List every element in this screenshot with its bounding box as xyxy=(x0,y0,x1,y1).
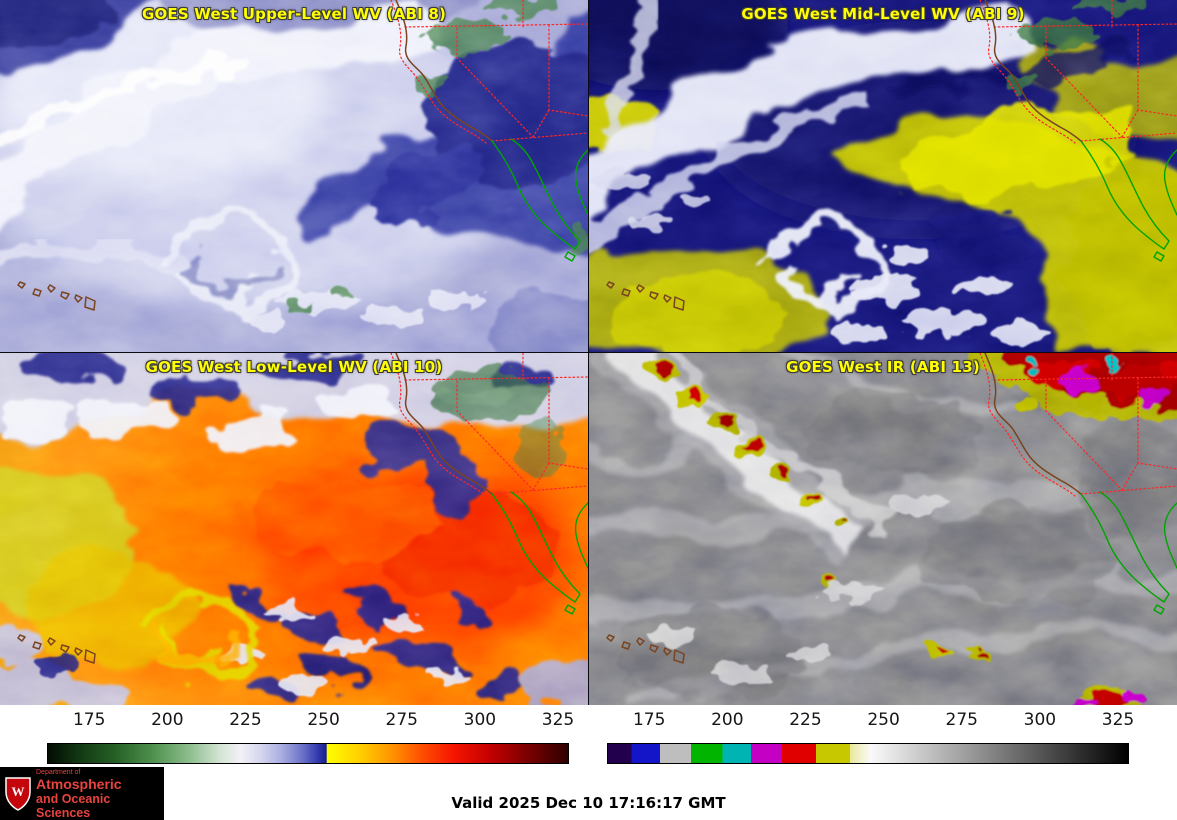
ir-colorbar-gradient xyxy=(608,744,1128,763)
ir-colorbar-ticks: 175 200 225 250 275 300 325 xyxy=(607,710,1134,734)
colorbar-tick-label: 300 xyxy=(463,710,497,730)
ir-colorbar: 175 200 225 250 275 300 325 xyxy=(607,705,1134,767)
uw-crest-icon: W xyxy=(5,776,31,811)
panel-title-low-wv: GOES West Low-Level WV (ABI 10) xyxy=(145,358,443,376)
colorbar-tick-label: 250 xyxy=(867,710,900,730)
ir-colorbar-bar xyxy=(607,743,1129,764)
panel-upper-wv xyxy=(0,0,588,352)
logo-line-atmospheric: Atmospheric xyxy=(36,775,122,792)
wv-colorbar: 175 200 225 250 275 300 325 xyxy=(47,705,574,767)
panel-title-ir: GOES West IR (ABI 13) xyxy=(786,358,980,376)
colorbar-tick-label: 300 xyxy=(1023,710,1057,730)
colorbar-section: 175 200 225 250 275 300 325 175 200 225 250 275 300… xyxy=(0,705,1177,767)
panel-title-upper-wv: GOES West Upper-Level WV (ABI 8) xyxy=(141,5,447,23)
panel-title-mid-wv: GOES West Mid-Level WV (ABI 9) xyxy=(741,5,1025,23)
colorbar-tick-label: 225 xyxy=(229,710,262,730)
aos-logo: W Department of Atmospheric and Oceanic … xyxy=(0,767,164,820)
colorbar-tick-label: 200 xyxy=(711,710,744,730)
colorbar-tick-label: 275 xyxy=(945,710,978,730)
colorbar-tick-label: 200 xyxy=(151,710,184,730)
colorbar-tick-label: 325 xyxy=(1101,710,1135,730)
wv-colorbar-gradient xyxy=(48,744,568,763)
logo-line-oceanic: and Oceanic Sciences xyxy=(36,791,111,820)
colorbar-tick-label: 325 xyxy=(541,710,575,730)
wv-colorbar-bar xyxy=(47,743,569,764)
colorbar-tick-label: 275 xyxy=(385,710,418,730)
colorbar-tick-label: 225 xyxy=(789,710,822,730)
colorbar-tick-label: 175 xyxy=(632,710,666,730)
valid-timestamp: Valid 2025 Dec 10 17:16:17 GMT xyxy=(451,794,726,812)
panel-mid-wv xyxy=(589,0,1177,352)
satellite-quad-image xyxy=(0,0,1177,705)
panel-ir xyxy=(589,353,1177,705)
crest-letter: W xyxy=(12,784,25,799)
wv-colorbar-ticks: 175 200 225 250 275 300 325 xyxy=(47,710,574,734)
logo-dept-line: Department of xyxy=(36,768,81,776)
colorbar-tick-label: 250 xyxy=(307,710,340,730)
colorbar-tick-label: 175 xyxy=(72,710,106,730)
satellite-quad: GOES West Upper-Level WV (ABI 8) GOES We… xyxy=(0,0,1177,705)
panel-low-wv xyxy=(0,353,588,705)
logo-text: Department of Atmospheric and Oceanic Sc… xyxy=(36,768,164,820)
